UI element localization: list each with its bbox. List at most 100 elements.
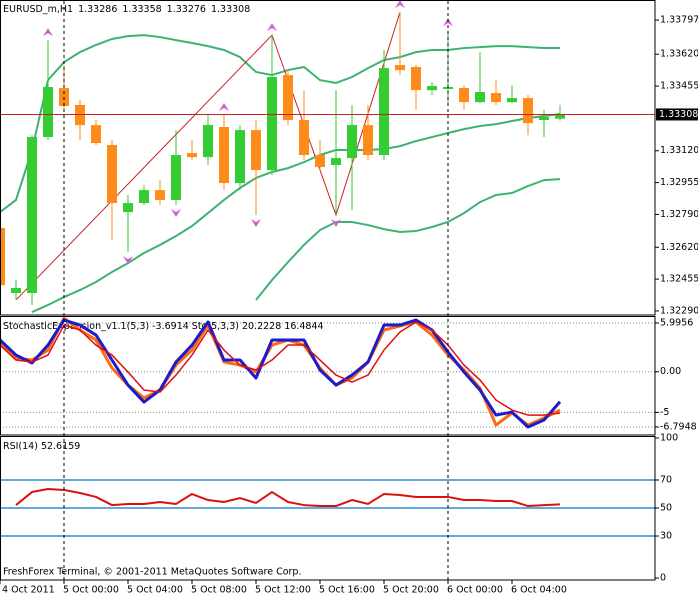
price-panel: EURUSD_m,H1 1.33286 1.33358 1.33276 1.33308 [0,0,655,314]
candle-body [187,153,197,158]
x-tick-label: 6 Oct 04:00 [511,585,567,596]
bollinger-middle [31,113,561,314]
y-tick-label: 1.33455 [660,81,698,92]
candle-body [539,116,549,121]
candle-body [443,87,453,89]
fractal-down [331,219,341,228]
y-tick-label: 0 [660,573,666,584]
fractal-up [443,18,453,27]
fractal-up [43,28,53,37]
candle-body [379,68,389,155]
y-tick-label: 1.32790 [660,209,698,220]
y-tick-label: 1.33620 [660,49,698,60]
y-tick-label: 1.33120 [660,145,698,156]
fractal-down [123,256,133,265]
x-tick-label: 5 Oct 08:00 [191,585,247,596]
candle-body [315,154,325,167]
y-tick-label: 30 [660,531,672,542]
x-tick-label: 5 Oct 04:00 [127,585,183,596]
candle-body [0,227,5,286]
candle-body [507,98,517,103]
ohlc-value: 1.33286 [78,4,117,15]
fractal-down [171,208,181,217]
candle-body [555,114,565,119]
candle-body [91,125,101,144]
x-tick-label: 5 Oct 16:00 [319,585,375,596]
y-tick-label: 1.32955 [660,177,698,188]
title-text: EURUSD_m,H1 [3,4,73,15]
candle-body [427,86,437,91]
candle-body [251,130,261,171]
panel-border [0,316,656,436]
candle-body [459,88,469,103]
indicator-line [0,318,562,429]
y-tick-label: -6.7948 [660,421,697,432]
candle-body [395,65,405,71]
title-text: StochasticExpansion_v1.1(5,3) -3.6914 St… [3,321,324,332]
y-tick-label: 70 [660,474,672,485]
candle-body [491,93,501,103]
fractal-down [251,219,261,228]
footer: FreshForex Terminal, © 2001-2011 MetaQuo… [3,567,302,578]
y-tick-label: 1.32620 [660,242,698,253]
candle-body [171,154,181,200]
x-tick-label: 5 Oct 12:00 [255,585,311,596]
candle-body [123,203,133,213]
y-tick-label: 1.32455 [660,274,698,285]
candle-body [235,130,245,183]
candle-body [11,287,21,293]
ohlc-value: 1.33276 [167,4,206,15]
candle-body [219,127,229,183]
stochastic-panel: StochasticExpansion_v1.1(5,3) -3.6914 St… [0,317,655,429]
y-tick-label: 0.00 [660,366,681,377]
panel-border [0,0,656,316]
x-tick-label: 5 Oct 00:00 [63,585,119,596]
price-label: 1.33308 [659,109,698,120]
candle-body [331,158,341,166]
candle-body [475,92,485,103]
y-tick-label: 50 [660,503,672,514]
panel-title: EURUSD_m,H1 1.33286 1.33358 1.33276 1.33308 [3,4,250,15]
indicator-line [0,321,561,416]
bollinger-lower [255,178,561,301]
candle-body [27,137,37,293]
y-tick-label: 5.9956 [660,317,693,328]
candle-body [267,77,277,171]
candle-body [523,98,533,124]
panel-title: RSI(14) 52.6159 [3,441,80,452]
y-tick-label: 1.32290 [660,305,698,316]
fractal-up [395,0,405,9]
panel-title: StochasticExpansion_v1.1(5,3) -3.6914 St… [3,321,324,332]
candle-body [59,88,69,106]
candle-body [139,190,149,204]
ohlc-value: 1.33308 [211,4,250,15]
candle-body [155,190,165,200]
y-tick-label: 100 [660,432,678,443]
candle-body [363,125,373,155]
y-tick-label: 1.33797 [660,15,698,26]
x-tick-label: 5 Oct 20:00 [383,585,439,596]
fractal-up [219,103,229,112]
rsi-panel: RSI(14) 52.6159 [0,441,655,537]
title-text: RSI(14) 52.6159 [3,441,80,452]
y-tick-label: -5 [660,407,669,418]
candle-body [411,66,421,91]
ohlc-value: 1.33358 [122,4,161,15]
x-tick-label: 6 Oct 00:00 [447,585,503,596]
candle-body [75,105,85,126]
bollinger-upper [0,34,560,213]
x-tick-label: 4 Oct 2011 [2,585,55,596]
candle-body [299,120,309,155]
candle-body [107,144,117,204]
candle-body [347,125,357,159]
price-label-box [656,108,698,121]
indicator-line [15,487,561,508]
candle-body [203,125,213,158]
candle-body [43,87,53,138]
candle-body [283,75,293,121]
fractal-up [267,23,277,32]
